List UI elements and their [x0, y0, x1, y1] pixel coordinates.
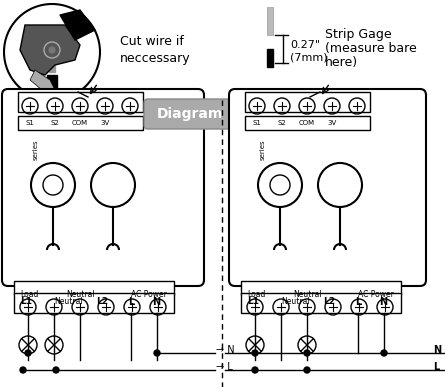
Circle shape — [381, 350, 387, 356]
Text: 0.27": 0.27" — [290, 40, 320, 50]
Text: series: series — [33, 140, 39, 160]
Text: S1: S1 — [25, 120, 34, 126]
Text: L1: L1 — [20, 298, 32, 307]
Circle shape — [20, 367, 26, 373]
FancyBboxPatch shape — [245, 92, 370, 112]
Text: COM: COM — [299, 120, 315, 126]
Text: → L: → L — [216, 362, 233, 372]
Text: neccessary: neccessary — [120, 52, 190, 65]
Text: series: series — [260, 140, 266, 160]
FancyBboxPatch shape — [14, 293, 174, 313]
FancyBboxPatch shape — [229, 89, 426, 286]
Text: N: N — [379, 297, 387, 307]
Text: Diagram: Diagram — [157, 107, 223, 121]
FancyBboxPatch shape — [14, 281, 174, 295]
FancyBboxPatch shape — [47, 75, 57, 95]
Text: COM: COM — [72, 120, 88, 126]
Circle shape — [154, 350, 160, 356]
Text: 3V: 3V — [101, 120, 109, 126]
Text: Load: Load — [20, 290, 38, 299]
Polygon shape — [20, 25, 80, 75]
Text: L2: L2 — [96, 298, 108, 307]
FancyBboxPatch shape — [267, 49, 273, 67]
Text: N: N — [433, 345, 441, 355]
Circle shape — [252, 367, 258, 373]
Text: AC Power: AC Power — [358, 290, 394, 299]
Polygon shape — [30, 70, 55, 95]
Text: 3V: 3V — [328, 120, 336, 126]
Text: AC Power: AC Power — [131, 290, 167, 299]
Circle shape — [304, 367, 310, 373]
Circle shape — [25, 350, 31, 356]
Text: Neutral: Neutral — [67, 290, 95, 299]
Text: (7mm): (7mm) — [290, 52, 328, 62]
Text: Cut wire if: Cut wire if — [120, 35, 184, 48]
Text: here): here) — [325, 56, 358, 69]
Text: Neutral: Neutral — [294, 290, 322, 299]
FancyBboxPatch shape — [49, 52, 55, 72]
Text: S1: S1 — [253, 120, 262, 126]
FancyBboxPatch shape — [144, 99, 237, 129]
Text: L: L — [355, 297, 361, 307]
Text: Neutral: Neutral — [55, 298, 83, 307]
FancyBboxPatch shape — [241, 293, 401, 313]
FancyBboxPatch shape — [18, 116, 143, 130]
Polygon shape — [60, 10, 95, 40]
FancyBboxPatch shape — [267, 7, 273, 35]
Text: L: L — [128, 297, 134, 307]
Circle shape — [252, 350, 258, 356]
Text: Neutral: Neutral — [282, 298, 310, 307]
Text: S2: S2 — [51, 120, 59, 126]
Text: Load: Load — [247, 290, 265, 299]
FancyBboxPatch shape — [2, 89, 204, 286]
FancyBboxPatch shape — [18, 92, 143, 112]
FancyBboxPatch shape — [245, 116, 370, 130]
Text: N: N — [152, 297, 160, 307]
Text: → N: → N — [216, 345, 235, 355]
Circle shape — [48, 46, 56, 54]
Text: (measure bare: (measure bare — [325, 42, 417, 55]
Text: L1: L1 — [247, 298, 259, 307]
Text: L2: L2 — [323, 298, 335, 307]
Text: L: L — [433, 362, 439, 372]
Text: S2: S2 — [278, 120, 287, 126]
FancyBboxPatch shape — [241, 281, 401, 295]
Circle shape — [304, 350, 310, 356]
Circle shape — [53, 367, 59, 373]
Text: Strip Gage: Strip Gage — [325, 28, 392, 41]
